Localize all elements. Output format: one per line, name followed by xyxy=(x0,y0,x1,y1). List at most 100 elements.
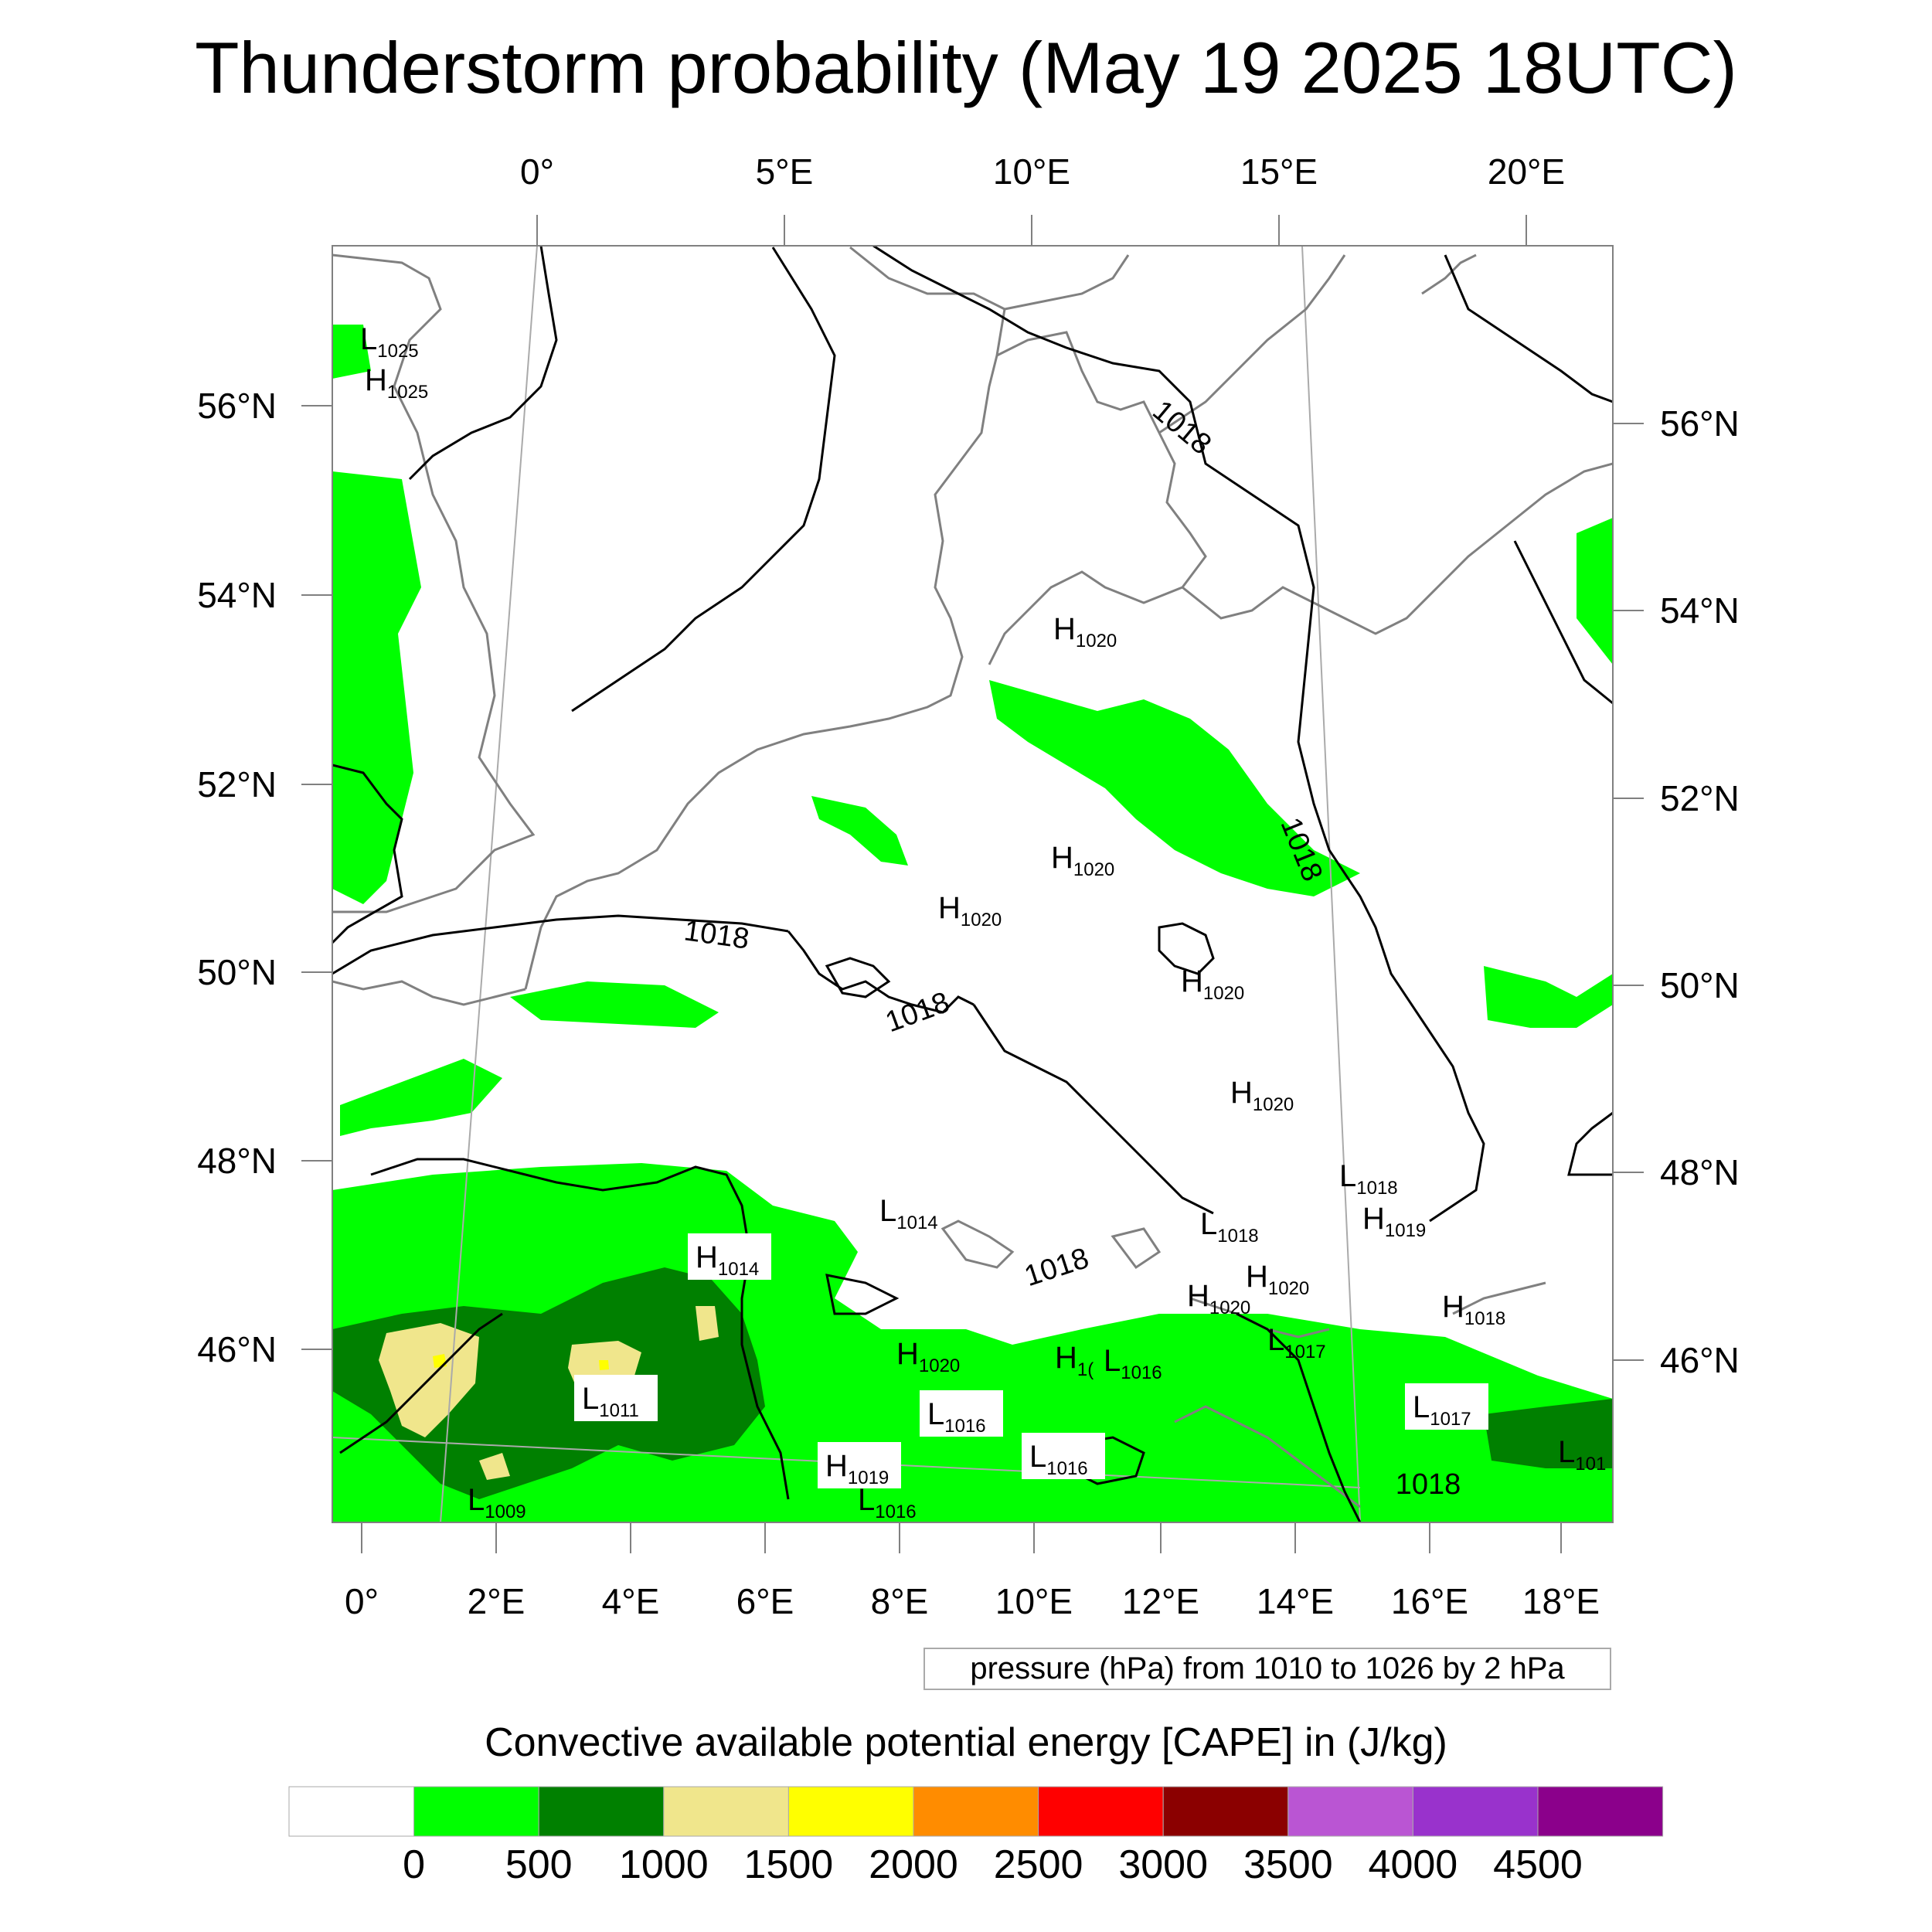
pressure-center-label: H1020 xyxy=(938,891,1002,930)
isobar-label: 1018 xyxy=(1396,1468,1461,1501)
bottom-lon-label: 4°E xyxy=(602,1581,660,1621)
right-lat-label: 52°N xyxy=(1660,778,1740,818)
pressure-center-text: H1025 xyxy=(365,363,428,403)
pressure-center-label: L1018 xyxy=(1200,1207,1259,1247)
pressure-center-text: L1017 xyxy=(1413,1390,1471,1430)
left-lat-label: 56°N xyxy=(197,386,277,426)
bottom-lon-label: 6°E xyxy=(736,1581,794,1621)
colorbar-tick-labels: 0 500 1000 1500 2000 2500 3000 3500 4000 4500 xyxy=(403,1842,1583,1886)
right-lat-label: 54°N xyxy=(1660,590,1740,631)
pressure-center-text: H1020 xyxy=(1246,1260,1309,1299)
isobar-label: 1018 xyxy=(682,914,751,955)
colorbar-tick-label: 0 xyxy=(403,1842,425,1886)
colorbar-tick-label: 2000 xyxy=(869,1842,958,1886)
colorbar-swatches xyxy=(288,1786,1664,1837)
top-lon-label: 5°E xyxy=(756,151,814,192)
colorbar-tick-label: 4500 xyxy=(1493,1842,1583,1886)
isobar-label: 1018 xyxy=(1146,394,1217,461)
bottom-lon-label: 2°E xyxy=(468,1581,526,1621)
colorbar-swatch xyxy=(1412,1786,1539,1837)
top-lon-label: 0° xyxy=(520,151,554,192)
pressure-center-text: L1016 xyxy=(1104,1344,1162,1383)
pressure-contour-note: pressure (hPa) from 1010 to 1026 by 2 hP… xyxy=(923,1648,1611,1690)
cape-area-0-500 xyxy=(1484,966,1613,1028)
top-lon-label: 15°E xyxy=(1240,151,1318,192)
pressure-center-text: L1009 xyxy=(468,1483,526,1522)
pressure-center-text: H1020 xyxy=(1187,1279,1250,1318)
pressure-center-label: H1( xyxy=(1055,1341,1094,1380)
bottom-lon-label: 10°E xyxy=(995,1581,1073,1621)
pressure-center-label: L1018 xyxy=(1339,1159,1398,1199)
pressure-center-text: H1020 xyxy=(896,1337,960,1376)
pressure-center-text: H1020 xyxy=(1230,1076,1294,1115)
cape-area-1500-2000 xyxy=(599,1360,609,1370)
right-lat-label: 56°N xyxy=(1660,403,1740,444)
pressure-center-text: H1014 xyxy=(696,1240,759,1280)
colorbar-tick-label: 500 xyxy=(505,1842,573,1886)
pressure-center-text: L101 xyxy=(1558,1435,1606,1475)
pressure-center-label: L1017 xyxy=(1405,1383,1488,1430)
colorbar: 0 500 1000 1500 2000 2500 3000 3500 4000 4500 xyxy=(288,1786,1664,1886)
pressure-center-text: L1017 xyxy=(1267,1323,1326,1362)
pressure-center-text: H1020 xyxy=(1051,841,1114,880)
pressure-center-text: L1016 xyxy=(927,1397,986,1437)
pressure-center-text: H1020 xyxy=(1053,612,1117,651)
isobars xyxy=(332,246,1613,1522)
bottom-lon-label: 14°E xyxy=(1257,1581,1334,1621)
pressure-center-label: H1020 xyxy=(896,1337,960,1376)
left-latitude-labels: 56°N 54°N 52°N 50°N 48°N 46°N xyxy=(197,386,277,1369)
pressure-center-text: L1018 xyxy=(1200,1207,1259,1247)
right-lat-label: 48°N xyxy=(1660,1152,1740,1192)
pressure-center-text: L1016 xyxy=(1029,1440,1088,1479)
right-latitude-labels: 56°N 54°N 52°N 50°N 48°N 46°N xyxy=(1660,403,1740,1380)
pressure-center-label: H1020 xyxy=(1187,1279,1250,1318)
colorbar-tick-label: 4000 xyxy=(1369,1842,1458,1886)
pressure-center-text: H1( xyxy=(1055,1341,1094,1380)
pressure-center-label: L101 xyxy=(1558,1435,1606,1475)
pressure-center-label: L1016 xyxy=(920,1390,1003,1437)
left-lat-label: 54°N xyxy=(197,575,277,615)
colorbar-swatch xyxy=(413,1786,539,1837)
pressure-center-label: H1019 xyxy=(818,1442,901,1488)
bottom-lon-label: 12°E xyxy=(1122,1581,1199,1621)
colorbar-tick-label: 1500 xyxy=(744,1842,834,1886)
cape-area-1000-1500 xyxy=(479,1453,510,1480)
map-frame xyxy=(332,245,1614,1523)
pressure-center-label: L1016 xyxy=(1104,1344,1162,1383)
pressure-center-text: H1019 xyxy=(1362,1202,1426,1241)
top-lon-label: 20°E xyxy=(1488,151,1565,192)
isobar-label: 1018 xyxy=(881,986,954,1039)
pressure-center-label: L1014 xyxy=(879,1194,938,1233)
left-lat-label: 52°N xyxy=(197,764,277,804)
cape-area-0-500 xyxy=(989,680,1360,896)
colorbar-swatch xyxy=(787,1786,914,1837)
bottom-longitude-labels: 0° 2°E 4°E 6°E 8°E 10°E 12°E 14°E 16°E 1… xyxy=(345,1581,1600,1621)
bottom-lon-label: 0° xyxy=(345,1581,379,1621)
cape-area-0-500 xyxy=(811,796,908,866)
pressure-center-text: H1020 xyxy=(938,891,1002,930)
cape-area-0-500 xyxy=(332,471,421,904)
pressure-center-text: L1025 xyxy=(360,322,419,362)
pressure-center-label: H1014 xyxy=(688,1233,771,1280)
pressure-center-label: L1016 xyxy=(858,1483,917,1522)
cape-area-0-500 xyxy=(332,325,371,379)
pressure-center-label: H1020 xyxy=(1051,841,1114,880)
bottom-lon-label: 16°E xyxy=(1391,1581,1468,1621)
cape-area-0-500 xyxy=(1577,518,1613,665)
cape-area-0-500 xyxy=(340,1059,502,1136)
pressure-center-text: H1019 xyxy=(825,1449,889,1488)
pressure-center-text: L1016 xyxy=(858,1483,917,1522)
left-lat-label: 48°N xyxy=(197,1141,277,1181)
pressure-center-label: H1019 xyxy=(1362,1202,1426,1241)
colorbar-swatch xyxy=(913,1786,1039,1837)
pressure-center-label: H1020 xyxy=(1053,612,1117,651)
pressure-center-label: H1020 xyxy=(1181,964,1244,1004)
pressure-center-label: L1011 xyxy=(574,1375,658,1421)
cape-area-1000-1500 xyxy=(696,1306,719,1341)
bottom-lon-label: 8°E xyxy=(871,1581,929,1621)
cape-area-1500-2000 xyxy=(433,1354,447,1368)
top-lon-label: 10°E xyxy=(993,151,1070,192)
pressure-center-text: L1011 xyxy=(582,1382,639,1421)
pressure-center-text: L1014 xyxy=(879,1194,938,1233)
